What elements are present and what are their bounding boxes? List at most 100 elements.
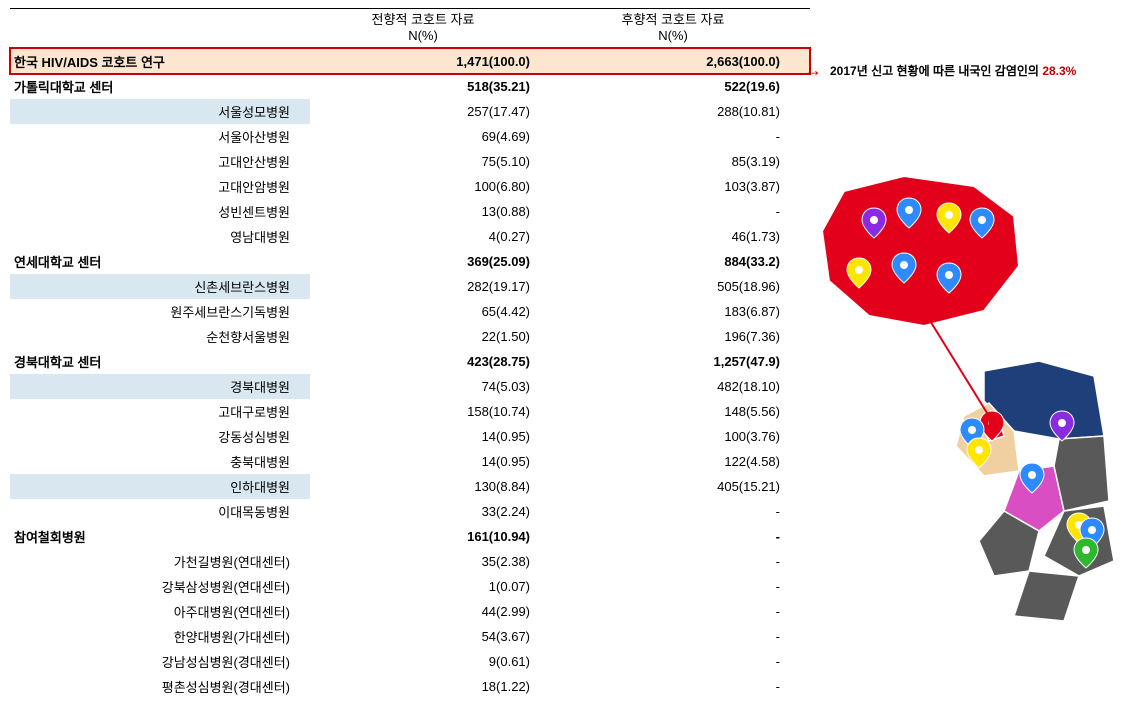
table-row: 영남대병원4(0.27)46(1.73) — [10, 224, 810, 249]
row-name: 영남대병원 — [10, 224, 310, 249]
row-prospective: 22(1.50) — [310, 324, 560, 349]
col-header-2: 전향적 코호트 자료 N(%) — [310, 9, 560, 49]
row-name: 경북대학교 센터 — [10, 349, 310, 374]
row-prospective: 14(0.95) — [310, 424, 560, 449]
row-retrospective: - — [560, 574, 810, 599]
zoom-connector-arrow — [924, 311, 992, 421]
table-row: 강남성심병원(경대센터)9(0.61)- — [10, 649, 810, 674]
row-prospective: 69(4.69) — [310, 124, 560, 149]
table-row: 가톨릭대학교 센터518(35.21)522(19.6) — [10, 74, 810, 99]
row-name: 한양대병원(가대센터) — [10, 624, 310, 649]
row-name: 강북삼성병원(연대센터) — [10, 574, 310, 599]
row-prospective: 100(6.80) — [310, 174, 560, 199]
row-retrospective: 148(5.56) — [560, 399, 810, 424]
row-retrospective: 288(10.81) — [560, 99, 810, 124]
highlight-annotation: → 2017년 신고 현황에 따른 내국인 감염인의 28.3% — [804, 60, 1134, 81]
table-row: 충북대병원14(0.95)122(4.58) — [10, 449, 810, 474]
row-prospective: 35(2.38) — [310, 549, 560, 574]
row-retrospective: 100(3.76) — [560, 424, 810, 449]
row-retrospective: 103(3.87) — [560, 174, 810, 199]
seoul-zoom-map — [822, 176, 1019, 326]
table-row: 참여철회병원161(10.94)- — [10, 524, 810, 549]
row-prospective: 65(4.42) — [310, 299, 560, 324]
row-retrospective: - — [560, 624, 810, 649]
annotation-text: 2017년 신고 현황에 따른 내국인 감염인의 28.3% — [830, 62, 1076, 79]
row-prospective: 257(17.47) — [310, 99, 560, 124]
table-row: 원주세브란스기독병원65(4.42)183(6.87) — [10, 299, 810, 324]
row-name: 경북대병원 — [10, 374, 310, 399]
table-row: 한양대병원(가대센터)54(3.67)- — [10, 624, 810, 649]
row-name: 서울아산병원 — [10, 124, 310, 149]
row-name: 가톨릭대학교 센터 — [10, 74, 310, 99]
table-row: 평촌성심병원(경대센터)18(1.22)- — [10, 674, 810, 699]
col2-line2: N(%) — [408, 28, 438, 43]
row-prospective: 282(19.17) — [310, 274, 560, 299]
table-row: 가천길병원(연대센터)35(2.38)- — [10, 549, 810, 574]
row-name: 아주대병원(연대센터) — [10, 599, 310, 624]
row-prospective: 75(5.10) — [310, 149, 560, 174]
row-retrospective: 85(3.19) — [560, 149, 810, 174]
table-row: 서울아산병원69(4.69)- — [10, 124, 810, 149]
table-row: 연세대학교 센터369(25.09)884(33.2) — [10, 249, 810, 274]
row-prospective: 54(3.67) — [310, 624, 560, 649]
table-row: 고대안암병원100(6.80)103(3.87) — [10, 174, 810, 199]
row-retrospective: 522(19.6) — [560, 74, 810, 99]
row-retrospective: - — [560, 499, 810, 524]
row-name: 고대안산병원 — [10, 149, 310, 174]
annotation-pre: 2017년 신고 현황에 따른 내국인 감염인의 — [830, 64, 1039, 78]
table-row: 한국 HIV/AIDS 코호트 연구1,471(100.0)2,663(100.… — [10, 48, 810, 74]
row-name: 가천길병원(연대센터) — [10, 549, 310, 574]
seoul-region — [822, 176, 1019, 326]
row-retrospective: 482(18.10) — [560, 374, 810, 399]
row-retrospective: 505(18.96) — [560, 274, 810, 299]
col-header-3: 후향적 코호트 자료 N(%) — [560, 9, 810, 49]
korea-map — [804, 161, 1134, 641]
row-prospective: 14(0.95) — [310, 449, 560, 474]
row-retrospective: - — [560, 674, 810, 699]
row-prospective: 518(35.21) — [310, 74, 560, 99]
row-prospective: 130(8.84) — [310, 474, 560, 499]
row-name: 고대구로병원 — [10, 399, 310, 424]
row-retrospective: 46(1.73) — [560, 224, 810, 249]
col3-line2: N(%) — [658, 28, 688, 43]
annotation-pct: 28.3% — [1042, 64, 1076, 78]
table-row: 이대목동병원33(2.24)- — [10, 499, 810, 524]
row-retrospective: - — [560, 599, 810, 624]
row-prospective: 369(25.09) — [310, 249, 560, 274]
row-prospective: 44(2.99) — [310, 599, 560, 624]
table-row: 성빈센트병원13(0.88)- — [10, 199, 810, 224]
row-name: 성빈센트병원 — [10, 199, 310, 224]
row-name: 고대안암병원 — [10, 174, 310, 199]
table-row: 경북대학교 센터423(28.75)1,257(47.9) — [10, 349, 810, 374]
table-row: 고대안산병원75(5.10)85(3.19) — [10, 149, 810, 174]
col2-line1: 전향적 코호트 자료 — [372, 12, 475, 27]
map-region — [1054, 436, 1109, 511]
row-name: 평촌성심병원(경대센터) — [10, 674, 310, 699]
row-prospective: 74(5.03) — [310, 374, 560, 399]
row-name: 연세대학교 센터 — [10, 249, 310, 274]
row-retrospective: 2,663(100.0) — [560, 48, 810, 74]
table-row: 서울성모병원257(17.47)288(10.81) — [10, 99, 810, 124]
row-retrospective: - — [560, 124, 810, 149]
row-prospective: 18(1.22) — [310, 674, 560, 699]
row-name: 서울성모병원 — [10, 99, 310, 124]
row-retrospective: 196(7.36) — [560, 324, 810, 349]
col-header-1 — [10, 9, 310, 49]
row-retrospective: - — [560, 649, 810, 674]
table-row: 아주대병원(연대센터)44(2.99)- — [10, 599, 810, 624]
row-name: 이대목동병원 — [10, 499, 310, 524]
row-prospective: 33(2.24) — [310, 499, 560, 524]
row-prospective: 13(0.88) — [310, 199, 560, 224]
row-prospective: 423(28.75) — [310, 349, 560, 374]
row-name: 강동성심병원 — [10, 424, 310, 449]
row-name: 신촌세브란스병원 — [10, 274, 310, 299]
table-header-row: 전향적 코호트 자료 N(%) 후향적 코호트 자료 N(%) — [10, 9, 810, 49]
table-row: 강북삼성병원(연대센터)1(0.07)- — [10, 574, 810, 599]
arrow-icon: → — [804, 60, 822, 81]
row-retrospective: - — [560, 524, 810, 549]
row-prospective: 1(0.07) — [310, 574, 560, 599]
row-retrospective: 405(15.21) — [560, 474, 810, 499]
table-row: 강동성심병원14(0.95)100(3.76) — [10, 424, 810, 449]
row-prospective: 4(0.27) — [310, 224, 560, 249]
row-name: 인하대병원 — [10, 474, 310, 499]
